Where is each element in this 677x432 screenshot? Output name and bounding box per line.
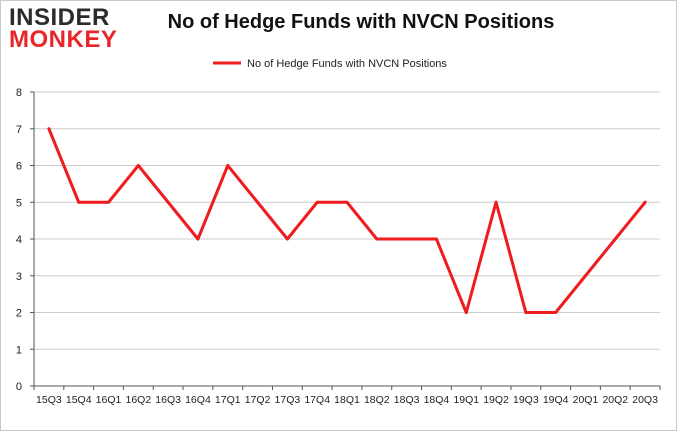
data-point [464,311,468,314]
grid-lines [34,91,660,350]
data-point [554,311,558,314]
data-point [583,274,587,278]
data-point [434,237,438,241]
x-tick-label: 20Q3 [632,394,658,406]
chart-title: No of Hedge Funds with NVCN Positions [167,11,555,33]
x-tick-label: 19Q3 [513,394,539,406]
y-tick-label: 2 [16,308,22,320]
data-point [315,200,319,204]
x-tick-label: 15Q4 [66,394,92,406]
data-point [285,237,289,241]
data-point [405,237,409,241]
data-point [196,237,200,241]
x-tick-label: 16Q1 [96,394,122,406]
x-tick-labels: 15Q3 15Q4 16Q1 16Q2 16Q3 16Q4 17Q1 17Q2 17Q3 17Q4… [36,394,658,406]
legend-label: No of Hedge Funds with NVCN Positions [247,58,447,70]
logo-line-2: MONKEY [9,26,118,53]
x-tick-label: 19Q1 [453,394,479,406]
x-tick-label: 15Q3 [36,394,62,406]
y-tick-label: 0 [16,381,22,393]
data-point [643,200,647,204]
y-tick-label: 5 [16,197,22,209]
y-tick-label: 4 [16,234,22,246]
x-tick-label: 17Q3 [275,394,301,406]
x-tick-label: 18Q1 [334,394,360,406]
y-tick-label: 1 [16,344,22,356]
series-line [47,127,647,314]
y-tick-label: 7 [16,124,22,136]
data-point [166,200,170,204]
x-tick-label: 20Q1 [573,394,599,406]
x-tick-label: 18Q4 [424,394,450,406]
data-point [256,200,260,204]
data-point [524,311,528,314]
x-tick-label: 17Q2 [245,394,271,406]
x-tick-label: 17Q4 [304,394,330,406]
data-point [345,200,349,204]
x-tick-label: 17Q1 [215,394,241,406]
x-tick-label: 19Q2 [483,394,509,406]
logo-line-1: INSIDER [9,4,110,31]
data-point [136,164,140,167]
legend: No of Hedge Funds with NVCN Positions [213,58,447,70]
y-tick-label: 8 [16,87,22,99]
x-tick-label: 16Q3 [155,394,181,406]
x-tick-label: 20Q2 [602,394,628,406]
data-point [47,127,51,131]
y-tick-labels: 0 1 2 3 4 5 6 7 8 [16,87,22,393]
x-tick-label: 19Q4 [543,394,569,406]
data-point [494,200,498,204]
axes [30,91,661,390]
y-tick-label: 3 [16,271,22,283]
data-point [613,237,617,241]
x-tick-label: 18Q3 [394,394,420,406]
x-tick-label: 16Q2 [125,394,151,406]
insider-monkey-logo: INSIDER MONKEY [9,4,127,53]
series-lines [47,127,647,314]
y-tick-label: 6 [16,161,22,173]
x-tick-label: 16Q4 [185,394,211,406]
data-point [107,200,111,204]
data-point [375,237,379,241]
data-point [77,200,81,204]
x-tick-label: 18Q2 [364,394,390,406]
data-point [226,164,230,167]
